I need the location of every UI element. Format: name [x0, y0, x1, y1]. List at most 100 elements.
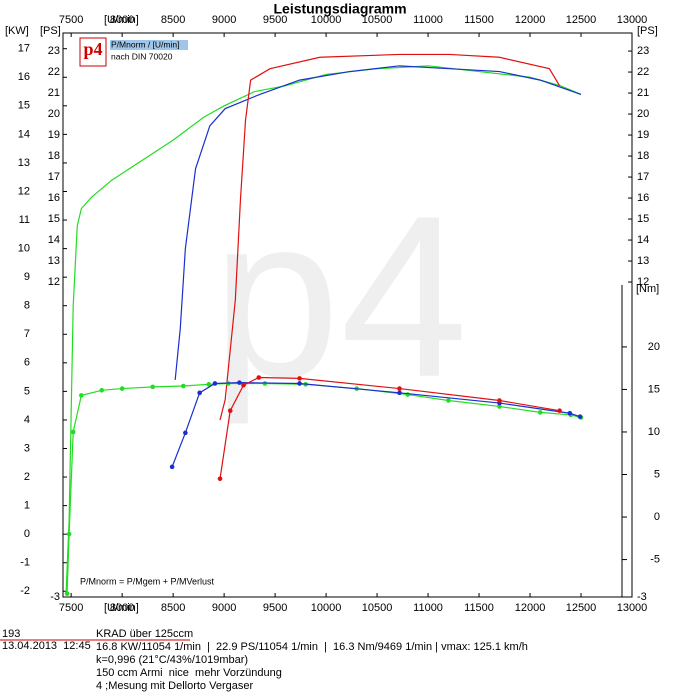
series-point [150, 384, 156, 390]
x-tick-label: 10500 [362, 602, 393, 614]
series-point [217, 476, 223, 482]
x-tick-label-top: 9000 [212, 14, 236, 26]
info-line: 150 ccm Armi nice mehr Vorzündung [96, 667, 282, 679]
info-line: 16.8 KW/11054 1/min | 22.9 PS/11054 1/mi… [96, 641, 528, 653]
x-tick-label: 11500 [464, 602, 494, 614]
y-tick-label: 4 [24, 414, 30, 426]
series-point [297, 381, 302, 386]
y2-tick-label: 19 [48, 129, 60, 141]
x-tick-label: 8000 [110, 602, 134, 614]
y2-tick-label-right: 23 [637, 45, 649, 57]
x-tick-label: 13000 [617, 602, 648, 614]
y3-tick-label: 0 [654, 511, 660, 523]
x-tick-label: 9000 [212, 602, 236, 614]
series-point [197, 390, 202, 396]
y2-tick-label: 20 [48, 108, 60, 120]
y-tick-label: 3 [24, 442, 30, 454]
x-tick-label-top: 13000 [617, 14, 648, 26]
y2-tick-label: 18 [48, 150, 60, 162]
y-tick-label: -1 [20, 557, 30, 569]
info-number: 193 [2, 628, 20, 640]
x-tick-label: 8500 [161, 602, 185, 614]
y2-tick-label-right: -3 [637, 591, 647, 603]
legend-text: P/Mnorm / [U/min] [111, 39, 179, 49]
y2-tick-label: 12 [48, 276, 60, 288]
y2-axis-label-right: [PS] [637, 25, 658, 37]
series-line [219, 376, 560, 479]
series-line [65, 65, 582, 595]
x-axis-label: [U/min] [104, 602, 139, 614]
y3-tick-label: 10 [648, 426, 660, 438]
y-tick-label: 14 [18, 128, 30, 140]
y-tick-label: 5 [24, 385, 30, 397]
y2-tick-label-right: 13 [637, 255, 649, 267]
y2-tick-label: 14 [48, 234, 60, 246]
logo: p4 [83, 39, 102, 59]
y2-tick-label-right: 15 [637, 213, 649, 225]
y2-tick-label-right: 12 [637, 276, 649, 288]
y2-axis-label: [PS] [40, 25, 61, 37]
info-date: 13.04.2013 12:45 [2, 640, 91, 652]
x-tick-label-top: 11500 [464, 14, 494, 26]
series-point [119, 386, 125, 391]
series-point [183, 430, 188, 436]
series-point [497, 404, 502, 409]
x-tick-label: 10000 [311, 602, 342, 614]
legend-subtext: nach DIN 70020 [111, 51, 173, 61]
y-tick-label: 15 [18, 100, 30, 112]
y3-tick-label: 5 [654, 468, 660, 480]
y2-tick-label: 13 [48, 255, 60, 267]
chart-title: Leistungsdiagramm [273, 1, 406, 17]
y2-tick-label: 17 [48, 171, 60, 183]
series-point [212, 381, 218, 386]
watermark: p4 [212, 168, 468, 425]
y2-tick-label-right: 16 [637, 192, 649, 204]
y2-tick-label-right: 17 [637, 171, 649, 183]
plot-frame [62, 32, 633, 598]
y2-tick-label-right: 20 [637, 108, 649, 120]
info-line: KRAD über 125ccm [96, 628, 193, 640]
series-point [79, 393, 84, 398]
series-point [237, 380, 242, 385]
y-tick-label: 12 [18, 185, 30, 197]
y3-tick-label: -5 [650, 553, 660, 565]
y-tick-label: 17 [18, 43, 30, 55]
y-tick-label: 0 [24, 528, 30, 540]
x-tick-label: 7500 [59, 602, 83, 614]
series-point [70, 429, 76, 435]
series-point [181, 383, 186, 389]
info-line: 4 ;Mesung mit Dellorto Vergaser [96, 680, 253, 692]
series-point [446, 398, 451, 403]
y2-tick-label: 22 [48, 66, 60, 78]
annotation: P/Mnorm = P/Mgem + P/MVerlust [80, 576, 215, 586]
y-tick-label: 7 [24, 328, 30, 340]
y-tick-label: 1 [24, 500, 30, 512]
y-tick-label: 13 [18, 157, 30, 169]
y-tick-label: 11 [19, 214, 30, 226]
y-tick-label: 2 [24, 471, 30, 483]
x-tick-label-top: 8000 [110, 14, 134, 26]
y-tick-label: 16 [18, 71, 30, 83]
x-tick-label: 12000 [515, 602, 546, 614]
series-point [537, 410, 543, 415]
y2-tick-label-right: 18 [637, 150, 649, 162]
y3-axis-label: [Nm] [636, 283, 659, 295]
x-tick-label: 9500 [263, 602, 287, 614]
series-point [227, 408, 233, 414]
series-point [99, 387, 105, 393]
y2-tick-label: 21 [48, 87, 60, 99]
logo-box [79, 37, 107, 67]
x-tick-label-top: 7500 [59, 14, 83, 26]
x-tick-label-top: 10500 [362, 14, 393, 26]
y2-tick-label-right: 21 [637, 87, 649, 99]
y-tick-label: -2 [20, 585, 30, 597]
y2-tick-label: 23 [48, 45, 60, 57]
legend-highlight [110, 40, 188, 50]
series-point [241, 382, 246, 388]
series-point [577, 414, 583, 419]
y2-tick-label: 15 [48, 213, 60, 225]
series-point [64, 591, 70, 596]
series-point [557, 408, 562, 414]
x-axis-label-top: [U/min] [104, 14, 139, 26]
